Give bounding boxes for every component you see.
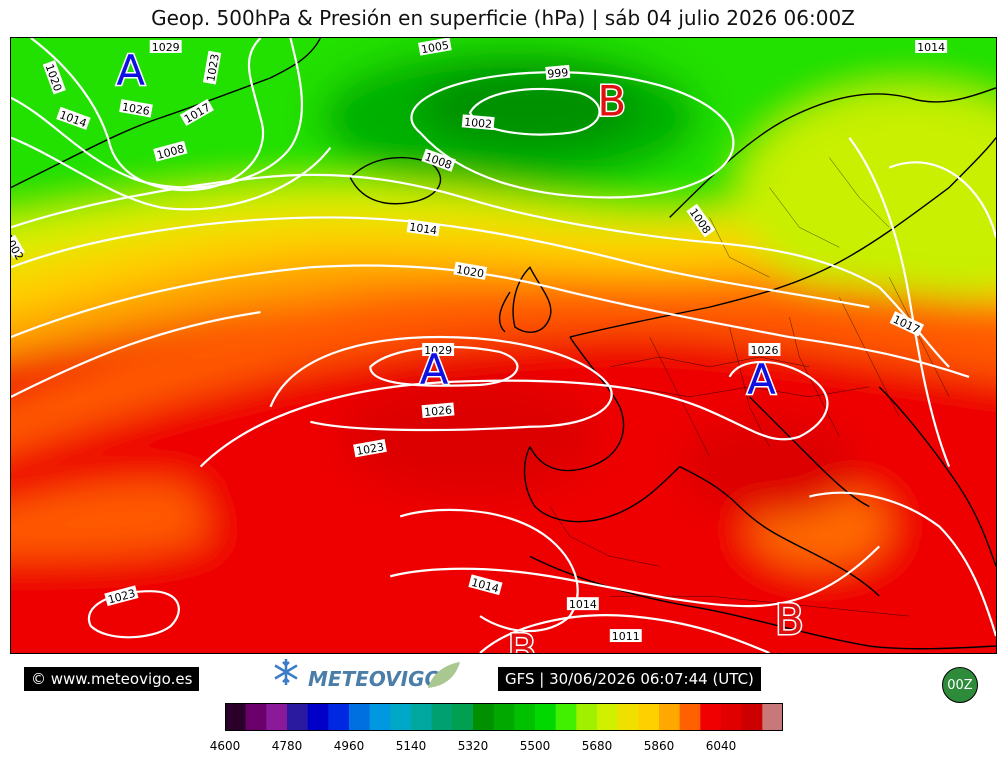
colorbar-swatch (597, 703, 619, 731)
colorbar-tick-label: 5860 (643, 739, 675, 753)
svg-text:1002: 1002 (464, 116, 493, 131)
colorbar-swatch (431, 703, 453, 731)
isobar-label: 1014 (915, 39, 948, 54)
colorbar-swatch (287, 703, 309, 731)
isobars (11, 38, 996, 653)
colorbar-swatch (390, 703, 412, 731)
isobar-label: 1011 (609, 629, 642, 643)
colorbar-swatch (493, 703, 515, 731)
colorbar (225, 703, 783, 731)
high-pressure-marker: A (420, 345, 449, 394)
high-pressure-marker: A (116, 46, 145, 95)
meteovigo-logo: METEOVIGO (274, 659, 460, 691)
colorbar-swatch (452, 703, 474, 731)
logo-text: METEOVIGO (308, 667, 442, 691)
low-pressure-marker: B (508, 625, 537, 654)
isobar-label: 1005 (418, 38, 452, 57)
colorbar-swatch (307, 703, 329, 731)
colorbar-swatch (617, 703, 639, 731)
snowflake-icon (274, 659, 298, 685)
svg-text:1023: 1023 (204, 53, 222, 83)
isobar-label: 1029 (149, 39, 182, 54)
colorbar-tick-label: 5680 (581, 739, 613, 753)
colorbar-tick-labels: 4600 4780 4960 5140 5320 5500 5680 5860 6040 (210, 739, 783, 755)
low-pressure-marker: B (597, 77, 626, 126)
colorbar-swatch (700, 703, 722, 731)
colorbar-swatch (638, 703, 660, 731)
svg-text:999: 999 (547, 66, 569, 81)
colorbar-tick-label: 4600 (209, 739, 241, 753)
weather-map: 1029 1023 1020 1026 1017 1014 1008 1005 … (10, 37, 997, 654)
colorbar-tick-label: 4960 (333, 739, 365, 753)
colorbar-swatch (576, 703, 598, 731)
isobar-label: 1026 (421, 402, 455, 419)
pressure-centers: A B A A B B (115, 44, 805, 654)
isobar-label: 1023 (353, 439, 387, 458)
low-pressure-marker: B (775, 595, 804, 644)
colorbar-swatch (266, 703, 288, 731)
colorbar-swatch (514, 703, 536, 731)
colorbar-tick-label: 5500 (519, 739, 551, 753)
map-title: Geop. 500hPa & Presión en superficie (hP… (151, 6, 855, 30)
svg-text:1026: 1026 (751, 344, 779, 357)
colorbar-swatch (349, 703, 371, 731)
colorbar-border (225, 703, 783, 731)
svg-text:1029: 1029 (424, 344, 452, 357)
colorbar-swatch (555, 703, 577, 731)
colorbar-swatch (679, 703, 701, 731)
colorbar-swatch (328, 703, 350, 731)
colorbar-swatch (762, 703, 783, 731)
svg-text:1020: 1020 (455, 263, 485, 281)
model-run-info: GFS | 30/06/2026 06:07:44 (UTC) (498, 667, 761, 691)
colorbar-swatch (225, 703, 247, 731)
svg-text:1026: 1026 (424, 404, 453, 419)
svg-text:1014: 1014 (917, 41, 945, 54)
svg-text:1005: 1005 (420, 39, 450, 57)
colorbar-tick-label: 5320 (457, 739, 489, 753)
colorbar-tick-label: 6040 (705, 739, 737, 753)
svg-text:1014: 1014 (408, 221, 437, 238)
isobar-label: 1014 (406, 219, 441, 238)
colorbar-swatch (659, 703, 681, 731)
isobar-label: 1002 (461, 114, 495, 131)
leaf-icon (428, 662, 460, 688)
svg-text:1014: 1014 (569, 598, 597, 611)
isobar-label: 1020 (453, 261, 488, 281)
land-outlines (11, 38, 996, 650)
high-pressure-marker: A (747, 355, 776, 404)
isobar-label: 1014 (566, 597, 599, 611)
colorbar-tick-label: 4780 (271, 739, 303, 753)
colorbar-swatch (473, 703, 495, 731)
colorbar-swatch (411, 703, 433, 731)
copyright-badge: © www.meteovigo.es (24, 667, 200, 691)
svg-text:1029: 1029 (152, 41, 180, 54)
colorbar-swatch (741, 703, 763, 731)
colorbar-swatch (535, 703, 557, 731)
colorbar-swatch (245, 703, 267, 731)
colorbar-tick-label: 5140 (395, 739, 427, 753)
isobar-label: 1029 (422, 343, 455, 357)
colorbar-swatch (721, 703, 743, 731)
svg-text:1023: 1023 (355, 440, 385, 458)
svg-text:1011: 1011 (612, 630, 640, 643)
run-cycle-badge: 00Z (942, 667, 978, 703)
svg-text:1026: 1026 (121, 100, 151, 118)
isobar-label: 1026 (119, 99, 153, 118)
isobar-label: 1026 (748, 343, 781, 357)
isobar-label: 1023 (202, 50, 222, 85)
isobar-label: 999 (545, 64, 571, 81)
colorbar-swatch (369, 703, 391, 731)
